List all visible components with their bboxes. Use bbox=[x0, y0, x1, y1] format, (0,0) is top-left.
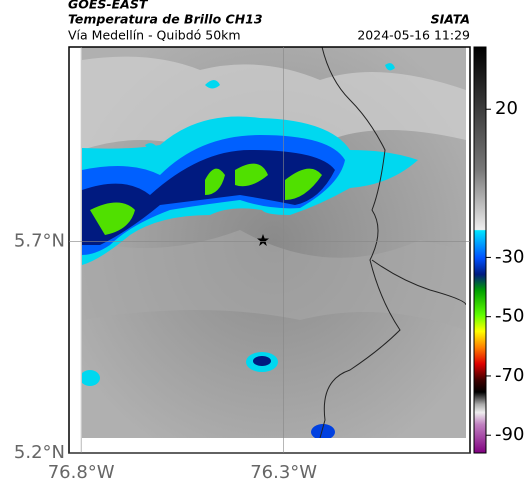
x-tick-label: 76.8°W bbox=[48, 462, 115, 483]
location-marker bbox=[257, 234, 269, 246]
title: GOES-EAST bbox=[68, 0, 149, 12]
x-tick-label: 76.3°W bbox=[250, 462, 317, 483]
colorbar-label: -50 bbox=[495, 306, 524, 327]
source: SIATA bbox=[431, 12, 470, 27]
colorbar-label: -90 bbox=[495, 424, 524, 445]
subtitle: Temperatura de Brillo CH13 bbox=[68, 12, 263, 27]
colorbar-label: 20 bbox=[495, 98, 518, 119]
route: Vía Medellín - Quibdó 50km bbox=[68, 28, 241, 43]
datetime: 2024-05-16 11:29 bbox=[357, 28, 470, 43]
colorbar-label: -70 bbox=[495, 365, 524, 386]
y-tick-label: 5.7°N bbox=[14, 231, 65, 252]
satellite-image bbox=[82, 47, 466, 438]
colorbar bbox=[473, 46, 487, 454]
y-tick-label: 5.2°N bbox=[14, 442, 65, 463]
colorbar-label: -30 bbox=[495, 246, 524, 267]
